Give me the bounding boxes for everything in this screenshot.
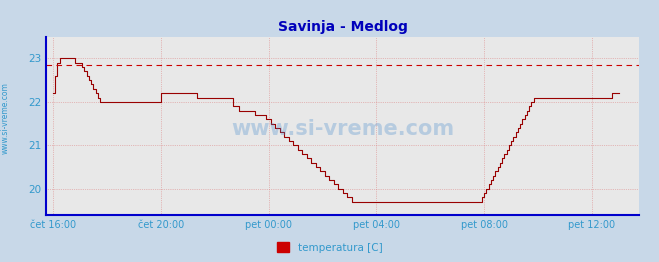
Text: www.si-vreme.com: www.si-vreme.com	[231, 119, 454, 139]
Legend: temperatura [C]: temperatura [C]	[273, 238, 386, 257]
Title: Savinja - Medlog: Savinja - Medlog	[277, 20, 408, 34]
Text: www.si-vreme.com: www.si-vreme.com	[1, 82, 10, 154]
